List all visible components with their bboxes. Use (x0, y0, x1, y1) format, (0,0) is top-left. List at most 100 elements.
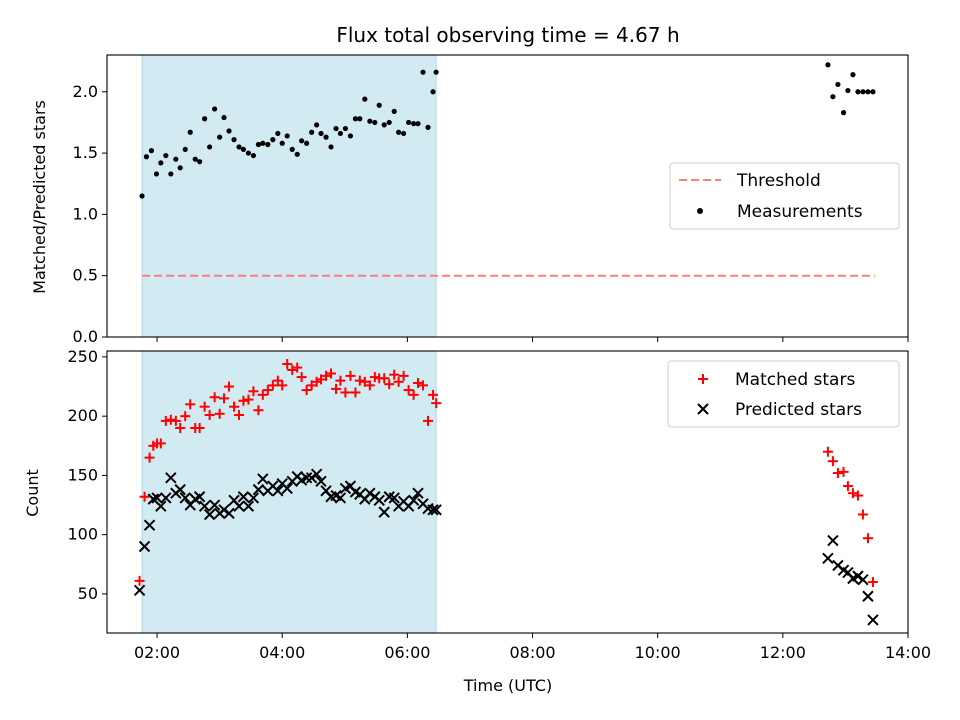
top-y-axis-label: Matched/Predicted stars (30, 100, 49, 294)
measurement-point (284, 133, 290, 139)
predicted-star-point (822, 552, 834, 565)
matched-star-point (384, 379, 395, 390)
x-tick-label: 06:00 (384, 643, 430, 662)
matched-star-point (287, 364, 298, 375)
measurement-point (139, 193, 145, 199)
measurement-point (357, 116, 363, 122)
measurement-point (309, 129, 315, 135)
measurement-point (415, 121, 421, 127)
measurement-point (314, 122, 320, 128)
predicted-star-point (155, 500, 167, 512)
matched-star-point (282, 359, 293, 370)
predicted-star-point (852, 570, 864, 582)
measurement-point (860, 89, 866, 95)
matched-star-point (331, 383, 342, 394)
matched-star-point (170, 415, 181, 426)
matched-star-point (229, 401, 240, 412)
bottom-y-tick-label: 200 (67, 406, 98, 425)
predicted-star-point (300, 472, 313, 484)
measurement-point (333, 125, 339, 132)
matched-star-point (292, 362, 303, 373)
measurement-point (299, 138, 305, 144)
measurement-point (168, 171, 174, 177)
predicted-star-point (827, 534, 839, 547)
x-tick-label: 12:00 (760, 643, 806, 662)
matched-star-point (822, 446, 833, 457)
predicted-star-point (198, 500, 211, 512)
top-legend: Threshold Measurements (669, 162, 900, 230)
predicted-star-point (378, 506, 390, 518)
predicted-star-point (272, 485, 284, 497)
bottom-y-tick-label: 50 (78, 584, 98, 603)
observing-window-span (141, 54, 437, 338)
measurement-point (279, 140, 285, 146)
matched-star-point (134, 575, 145, 586)
top-y-tick-label: 1.0 (73, 204, 98, 223)
predicted-star-point (193, 491, 206, 503)
measurement-point (275, 130, 281, 137)
measurement-point (420, 69, 426, 75)
predicted-star-point (179, 492, 191, 504)
matched-star-point (335, 375, 346, 386)
measurement-point (236, 144, 242, 150)
measurement-point (212, 106, 218, 112)
measurement-point (376, 102, 382, 108)
predicted-star-point (315, 475, 327, 488)
legend-measurements-swatch (697, 208, 703, 214)
predicted-star-point (388, 492, 400, 504)
legend-predicted-swatch (697, 403, 709, 415)
matched-star-point (272, 375, 283, 386)
matched-star-point (214, 408, 225, 419)
legend-threshold-label: Threshold (736, 171, 821, 191)
measurement-point (143, 154, 150, 160)
measurement-point (367, 118, 373, 124)
matched-star-point (403, 385, 414, 396)
measurement-point (265, 141, 271, 148)
predicted-star-point (430, 504, 442, 516)
matched-star-point (827, 456, 838, 467)
matched-star-point (248, 386, 259, 397)
matched-star-point (398, 370, 409, 381)
matched-star-point (257, 389, 268, 400)
measurement-point (830, 94, 836, 100)
bottom-panel: 50 100 150 200 250 02:00 04:00 06:00 08:00 10:00… (23, 347, 931, 695)
matched-star-point (832, 468, 843, 479)
predicted-star-point (407, 494, 420, 507)
matched-star-point (345, 370, 356, 381)
predicted-star-point (412, 487, 424, 499)
measurement-point (352, 116, 359, 122)
matched-star-point (408, 389, 419, 400)
legend-predicted-label: Predicted stars (735, 400, 862, 420)
matched-star-point (413, 377, 424, 388)
measurement-point (270, 137, 276, 143)
matched-star-point (238, 395, 249, 406)
bottom-y-axis-label: Count (23, 469, 42, 517)
predicted-star-point (857, 573, 869, 586)
matched-star-point (301, 385, 312, 396)
matched-star-point (180, 411, 191, 422)
predicted-star-point (233, 500, 245, 512)
bottom-y-tick-label: 250 (67, 347, 98, 366)
measurement-point (217, 134, 223, 140)
predicted-star-point (364, 487, 376, 499)
matched-star-point (185, 399, 196, 410)
measurement-point (845, 87, 851, 94)
matched-star-point (277, 380, 288, 391)
matched-star-point (253, 405, 264, 416)
matched-star-point (267, 380, 278, 391)
matched-star-point (204, 409, 215, 420)
measurement-point (855, 89, 861, 95)
measurement-point (202, 116, 208, 122)
matched-star-point (321, 370, 332, 381)
predicted-star-point (143, 519, 156, 531)
x-axis-label: Time (UTC) (463, 676, 552, 695)
x-tick-label: 10:00 (635, 643, 681, 662)
measurement-point (411, 121, 417, 127)
predicted-star-point (138, 540, 151, 553)
predicted-star-point (867, 614, 879, 626)
measurement-point (148, 148, 155, 154)
matched-star-point (243, 394, 254, 405)
bottom-y-tick-label: 100 (67, 525, 98, 544)
x-tick-label: 14:00 (885, 643, 931, 662)
